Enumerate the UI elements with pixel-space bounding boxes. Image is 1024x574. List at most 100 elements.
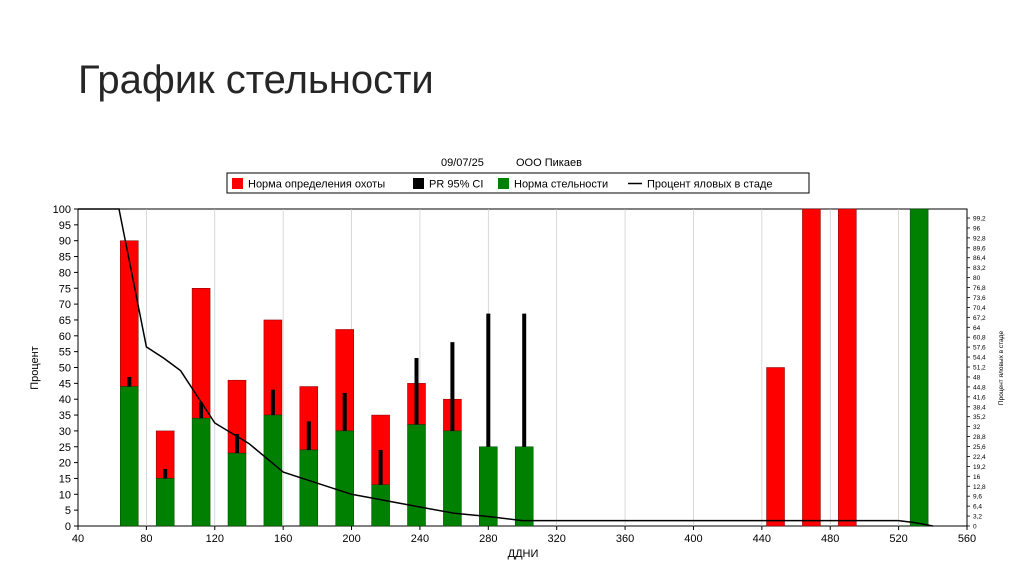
right-tick-label-0: 0 — [973, 524, 977, 531]
ci-bar-6 — [342, 392, 347, 431]
preg-bar-4 — [263, 414, 283, 527]
x-tick-label-1: 80 — [140, 533, 152, 545]
right-tick-label-5: 16 — [973, 474, 981, 481]
right-tick-label-3: 9,6 — [973, 494, 982, 501]
right-axis-label: Процент яловых в стаде — [998, 331, 1005, 406]
ci-bar-4 — [270, 389, 275, 416]
right-tick-label-11: 35,2 — [973, 414, 986, 421]
x-tick-label-5: 240 — [411, 533, 429, 545]
right-tick-label-12: 38,4 — [973, 404, 986, 411]
right-tick-label-10: 32 — [973, 424, 981, 431]
y-axis-label: Процент — [29, 346, 41, 390]
y-tick-label-16: 80 — [59, 267, 71, 279]
preg-bar-8 — [407, 424, 426, 527]
y-tick-label-6: 30 — [59, 426, 71, 438]
right-tick-label-17: 54,4 — [973, 355, 986, 362]
ci-bar-0 — [127, 377, 132, 387]
y-tick-label-9: 45 — [59, 378, 71, 390]
x-tick-label-4: 200 — [342, 533, 360, 545]
x-tick-label-3: 160 — [274, 533, 292, 545]
right-tick-label-20: 64 — [973, 325, 981, 332]
ci-bar-2 — [199, 402, 204, 419]
right-tick-label-6: 19,2 — [973, 464, 986, 471]
y-tick-label-14: 70 — [59, 299, 71, 311]
y-tick-label-10: 50 — [59, 363, 71, 375]
right-tick-label-9: 28,8 — [973, 434, 986, 441]
x-tick-label-13: 560 — [958, 533, 976, 545]
y-tick-label-18: 90 — [59, 236, 71, 248]
y-tick-label-1: 5 — [65, 505, 71, 517]
x-tick-label-11: 480 — [821, 533, 839, 545]
right-tick-label-24: 76,8 — [973, 285, 986, 292]
y-tick-label-15: 75 — [59, 283, 71, 295]
legend-label-1: PR 95% CI — [429, 179, 483, 191]
x-tick-label-9: 400 — [684, 533, 702, 545]
x-tick-label-6: 280 — [479, 533, 497, 545]
preg-bar-3 — [227, 452, 247, 527]
y-tick-label-12: 60 — [59, 331, 71, 343]
y-tick-label-19: 95 — [59, 220, 71, 232]
right-tick-label-19: 60,8 — [973, 335, 986, 342]
right-tick-label-7: 22,4 — [973, 454, 986, 461]
open-cows-line — [78, 208, 933, 527]
right-tick-label-2: 6,4 — [973, 504, 982, 511]
preg-bar-7 — [371, 484, 390, 527]
legend-swatch-0 — [232, 178, 243, 189]
legend-swatch-2 — [498, 178, 509, 189]
right-tick-label-8: 25,6 — [973, 444, 986, 451]
y-tick-label-0: 0 — [65, 521, 71, 533]
right-tick-label-22: 70,4 — [973, 305, 986, 312]
x-axis-label: ДДНИ — [508, 548, 539, 560]
chart-header-company: ООО Пикаев — [516, 157, 582, 169]
y-tick-label-13: 65 — [59, 315, 71, 327]
right-tick-label-26: 83,2 — [973, 265, 986, 272]
right-tick-label-25: 80 — [973, 275, 981, 282]
ci-bar-8 — [414, 357, 419, 425]
y-tick-label-3: 15 — [59, 473, 71, 485]
legend-label-2: Норма стельности — [514, 179, 608, 191]
preg-bar-11 — [514, 446, 534, 527]
right-tick-label-23: 73,6 — [973, 295, 986, 302]
chart-header-date: 09/07/25 — [441, 157, 484, 169]
preg-bar-6 — [335, 430, 354, 527]
legend-label-0: Норма определения охоты — [248, 179, 385, 191]
y-tick-label-20: 100 — [53, 204, 71, 216]
legend-frame — [226, 172, 810, 194]
preg-bar-5 — [299, 449, 319, 527]
ci-bar-11 — [522, 313, 527, 447]
right-tick-label-30: 96 — [973, 225, 981, 232]
y-tick-label-8: 40 — [59, 394, 71, 406]
heat-bar-13 — [802, 208, 821, 527]
ci-bar-5 — [306, 421, 311, 450]
axes: 0 5 10 15 20 25 30 35 40 45 50 55 60 65 70 75 80 85 90 95 10… — [29, 204, 1005, 560]
right-tick-label-15: 48 — [973, 374, 981, 381]
right-tick-label-14: 44,8 — [973, 384, 986, 391]
y-tick-label-2: 10 — [59, 489, 71, 501]
y-tick-label-7: 35 — [59, 410, 71, 422]
x-tick-label-8: 360 — [616, 533, 634, 545]
legend-swatch-1 — [413, 178, 424, 189]
x-tick-label-10: 440 — [753, 533, 771, 545]
heat-bar-14 — [838, 208, 857, 527]
right-tick-label-29: 92,8 — [973, 235, 986, 242]
right-tick-label-27: 86,4 — [973, 255, 986, 262]
right-tick-label-13: 41,6 — [973, 394, 986, 401]
chart-header: 09/07/25 ООО Пикаев — [441, 157, 582, 169]
preg-bar-2 — [191, 417, 211, 527]
y-tick-label-4: 20 — [59, 458, 71, 470]
ci-bar-1 — [163, 468, 168, 479]
y-tick-label-11: 55 — [59, 347, 71, 359]
right-tick-label-4: 12,8 — [973, 484, 986, 491]
plot-area — [77, 208, 968, 527]
right-tick-label-31: 99,2 — [973, 216, 986, 223]
heat-bar-12 — [766, 367, 785, 527]
preg-bar-10 — [479, 446, 498, 527]
ci-bar-7 — [378, 449, 383, 485]
slide-title: График стельности — [78, 58, 434, 102]
ci-bar-3 — [234, 434, 239, 454]
legend-label-3: Процент яловых в стаде — [647, 179, 773, 191]
x-tick-label-2: 120 — [206, 533, 224, 545]
preg-bar-15 — [909, 208, 929, 527]
right-tick-label-21: 67,2 — [973, 315, 986, 322]
